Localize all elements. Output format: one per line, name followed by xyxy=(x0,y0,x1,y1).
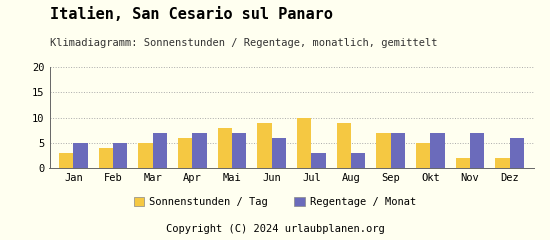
Bar xyxy=(178,138,192,168)
Bar xyxy=(232,133,246,168)
Bar xyxy=(153,133,167,168)
Text: Italien, San Cesario sul Panaro: Italien, San Cesario sul Panaro xyxy=(50,7,332,22)
Text: Klimadiagramm: Sonnenstunden / Regentage, monatlich, gemittelt: Klimadiagramm: Sonnenstunden / Regentage… xyxy=(50,38,437,48)
Bar xyxy=(470,133,485,168)
Bar xyxy=(139,143,153,168)
Bar xyxy=(192,133,207,168)
Bar xyxy=(113,143,127,168)
Bar xyxy=(510,138,524,168)
Bar xyxy=(311,153,326,168)
Bar xyxy=(257,123,272,168)
Bar xyxy=(496,158,510,168)
Bar xyxy=(297,118,311,168)
Bar xyxy=(272,138,286,168)
Bar xyxy=(59,153,73,168)
Bar xyxy=(73,143,87,168)
Bar xyxy=(390,133,405,168)
Bar xyxy=(98,148,113,168)
Bar xyxy=(456,158,470,168)
Bar xyxy=(376,133,390,168)
Bar xyxy=(430,133,444,168)
Text: Copyright (C) 2024 urlaubplanen.org: Copyright (C) 2024 urlaubplanen.org xyxy=(166,224,384,234)
Bar xyxy=(351,153,365,168)
Legend: Sonnenstunden / Tag, Regentage / Monat: Sonnenstunden / Tag, Regentage / Monat xyxy=(134,197,416,207)
Bar xyxy=(218,128,232,168)
Bar xyxy=(337,123,351,168)
Bar xyxy=(416,143,430,168)
